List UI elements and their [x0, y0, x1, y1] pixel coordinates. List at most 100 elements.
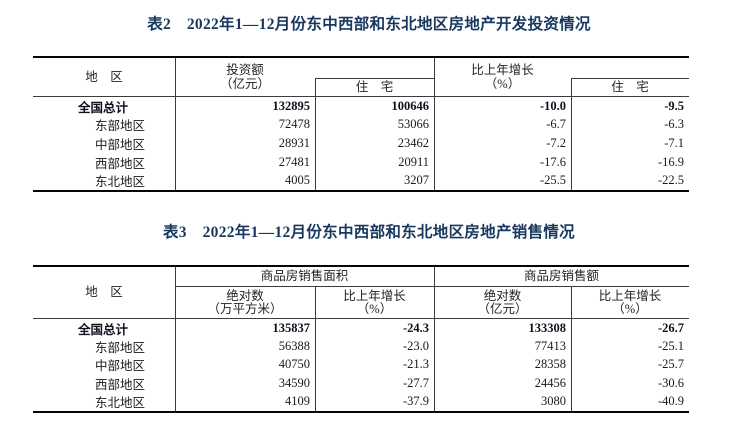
table2-header-divider-line: [434, 58, 435, 97]
table3-header-value-abs: 绝对数 （亿元）: [434, 287, 571, 319]
table3-header-value-abs-line2: （亿元）: [477, 302, 528, 316]
row-region: 全国总计: [78, 322, 129, 337]
table3-header-group-area: 商品房销售面积: [260, 268, 349, 283]
cell-growth-residential: -22.5: [571, 171, 689, 190]
cell-value-growth: -25.1: [571, 337, 689, 356]
row-region: 东部地区: [95, 341, 146, 356]
cell-growth: -17.6: [434, 152, 571, 172]
cell-investment-residential: 3207: [315, 171, 434, 190]
cell-area-growth: -37.9: [315, 392, 434, 411]
cell-area-growth: -23.0: [315, 337, 434, 356]
table3-header-group-value: 商品房销售额: [523, 268, 599, 283]
table3-header-area-growth-line1: 比上年增长: [343, 288, 406, 303]
cell-value-growth: -25.7: [571, 355, 689, 375]
table-row: 东部地区 72478 53066 -6.7 -6.3: [33, 115, 689, 135]
cell-investment-residential: 53066: [315, 115, 434, 135]
cell-investment: 72478: [175, 115, 315, 135]
table-row: 全国总计 132895 100646 -10.0 -9.5: [33, 97, 689, 116]
table3-title: 表3 2022年1—12月份东中西部和东北地区房地产销售情况: [162, 224, 575, 241]
table2-header-subbox-top-line: [315, 78, 434, 79]
cell-area-growth: -24.3: [315, 319, 434, 338]
table-row: 西部地区 34590 -27.7 24456 -30.6: [33, 374, 689, 393]
cell-investment-residential: 20911: [315, 152, 434, 172]
cell-value-abs: 24456: [434, 374, 571, 393]
table2-header-growth-residential: 住 宅: [611, 79, 649, 94]
row-region: 全国总计: [78, 100, 129, 115]
table3-header-area-growth-line2: （%）: [356, 302, 393, 316]
table2-header-divider-line: [315, 78, 316, 97]
table2-header-investment-line2: （亿元）: [219, 76, 270, 91]
table2-header-investment-residential: 住 宅: [355, 79, 394, 94]
cell-value-growth: -30.6: [571, 374, 689, 393]
table3-body: 全国总计 135837 -24.3 133308 -26.7 东部地区 5638…: [33, 319, 689, 411]
cell-investment: 28931: [175, 134, 315, 153]
table3-header-area-abs: 绝对数 （万平方米）: [175, 287, 315, 319]
cell-area-abs: 34590: [175, 374, 315, 393]
table3-header-area-abs-line1: 绝对数: [226, 288, 264, 303]
cell-value-abs: 77413: [434, 337, 571, 356]
table3-header-divider-line: [571, 287, 572, 319]
table2-header-growth-line2: （%）: [484, 76, 521, 91]
cell-growth-residential: -9.5: [571, 97, 689, 116]
table-row: 西部地区 27481 20911 -17.6 -16.9: [33, 152, 689, 172]
row-region: 西部地区: [95, 377, 146, 392]
cell-investment: 132895: [175, 97, 315, 116]
cell-growth: -10.0: [434, 97, 571, 116]
cell-value-growth: -40.9: [571, 392, 689, 411]
table-row: 全国总计 135837 -24.3 133308 -26.7: [33, 319, 689, 338]
row-region: 中部地区: [95, 137, 146, 152]
cell-growth: -25.5: [434, 171, 571, 190]
table2-header-growth-line1: 比上年增长: [471, 63, 534, 77]
cell-investment: 4005: [175, 171, 315, 190]
cell-growth-residential: -6.3: [571, 115, 689, 135]
row-region: 东部地区: [95, 119, 146, 134]
table2-title: 表2 2022年1—12月份东中西部和东北地区房地产开发投资情况: [147, 16, 591, 33]
table3-header: 地 区 商品房销售面积 商品房销售额 绝对数 （万平方米） 比上年增长 （%） …: [33, 267, 689, 319]
table2-header-region: 地 区: [85, 69, 123, 84]
table2-header-investment-line1: 投资额: [226, 63, 264, 77]
table3-header-value-abs-line1: 绝对数: [483, 288, 522, 303]
table3-header-area-growth: 比上年增长 （%）: [315, 287, 434, 319]
cell-area-growth: -27.7: [315, 374, 434, 393]
cell-growth-residential: -7.1: [571, 134, 689, 153]
row-region: 东北地区: [95, 396, 146, 411]
cell-area-growth: -21.3: [315, 355, 434, 375]
cell-value-abs: 3080: [434, 392, 571, 411]
table-row: 中部地区 40750 -21.3 28358 -25.7: [33, 355, 689, 375]
cell-growth: -6.7: [434, 115, 571, 135]
row-region: 东北地区: [95, 175, 146, 190]
row-region: 中部地区: [95, 359, 146, 374]
cell-value-abs: 28358: [434, 355, 571, 375]
row-region: 西部地区: [95, 156, 146, 171]
table3-header-divider-line: [434, 267, 435, 319]
table-row: 东部地区 56388 -23.0 77413 -25.1: [33, 337, 689, 356]
table3-header-divider-line: [315, 287, 316, 319]
table2-header: 地 区 投资额 （亿元） 住 宅 比上年增长 （%） 住 宅: [33, 58, 689, 97]
table-row: 东北地区 4109 -37.9 3080 -40.9: [33, 392, 689, 411]
table-row: 东北地区 4005 3207 -25.5 -22.5: [33, 171, 689, 190]
table2-investment-table: 地 区 投资额 （亿元） 住 宅 比上年增长 （%） 住 宅 全国总计 1328…: [33, 56, 689, 192]
table2-body: 全国总计 132895 100646 -10.0 -9.5 东部地区 72478…: [33, 97, 689, 190]
table3-header-group-bottom-line: [175, 286, 689, 287]
table3-header-value-growth-line2: （%）: [612, 302, 648, 316]
cell-investment: 27481: [175, 152, 315, 172]
table2-header-investment: 投资额 （亿元）: [175, 58, 315, 97]
table3-header-area-abs-line2: （万平方米）: [207, 302, 283, 316]
table3-header-divider-line: [175, 267, 176, 319]
table3-sales-table: 地 区 商品房销售面积 商品房销售额 绝对数 （万平方米） 比上年增长 （%） …: [33, 265, 689, 413]
table2-header-divider-line: [571, 78, 572, 97]
cell-value-growth: -26.7: [571, 319, 689, 338]
cell-growth-residential: -16.9: [571, 152, 689, 172]
cell-area-abs: 4109: [175, 392, 315, 411]
table2-header-divider-line: [175, 58, 176, 97]
cell-investment-residential: 23462: [315, 134, 434, 153]
cell-investment-residential: 100646: [315, 97, 434, 116]
table2-header-subbox-top-line: [571, 78, 689, 79]
table2-header-growth: 比上年增长 （%）: [434, 58, 571, 97]
cell-area-abs: 40750: [175, 355, 315, 375]
table-row: 中部地区 28931 23462 -7.2 -7.1: [33, 134, 689, 153]
table3-header-value-growth: 比上年增长 （%）: [571, 287, 689, 319]
cell-area-abs: 56388: [175, 337, 315, 356]
cell-growth: -7.2: [434, 134, 571, 153]
table3-header-region: 地 区: [85, 285, 123, 300]
